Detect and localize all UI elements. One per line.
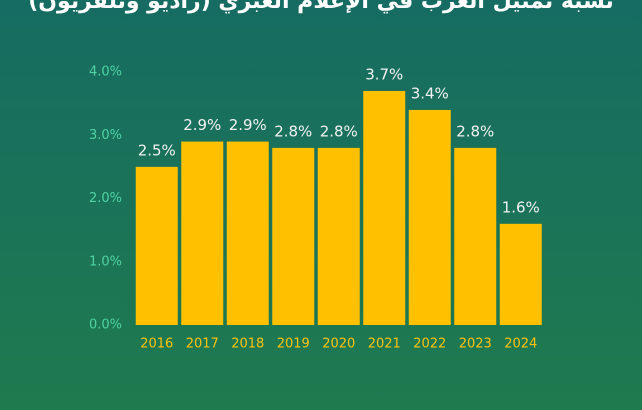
data-label: 2.8% — [456, 122, 494, 140]
bar — [272, 147, 315, 325]
x-tick-label: 2016 — [140, 337, 173, 352]
x-tick-label: 2019 — [277, 337, 310, 352]
x-tick-label: 2017 — [186, 337, 219, 352]
data-label: 2.8% — [274, 122, 312, 140]
bar — [408, 109, 451, 325]
data-label: 1.6% — [502, 198, 540, 216]
bar — [181, 141, 224, 325]
y-tick-label: 3.0% — [89, 128, 122, 143]
y-tick-label: 1.0% — [89, 254, 122, 269]
bar — [317, 147, 360, 325]
y-tick-label: 4.0% — [89, 65, 122, 80]
x-tick-label: 2020 — [322, 337, 355, 352]
bar — [135, 166, 178, 325]
bar — [499, 223, 542, 325]
x-tick-label: 2021 — [368, 337, 401, 352]
x-tick-label: 2018 — [231, 337, 264, 352]
data-label: 2.8% — [320, 122, 358, 140]
bar — [454, 147, 497, 325]
x-tick-label: 2022 — [413, 337, 446, 352]
bar — [363, 90, 406, 325]
y-tick-label: 0.0% — [89, 318, 122, 333]
y-tick-label: 2.0% — [89, 191, 122, 206]
bar — [226, 141, 269, 325]
x-tick-label: 2024 — [504, 337, 537, 352]
data-label: 2.5% — [138, 141, 176, 159]
data-label: 2.9% — [183, 116, 221, 134]
data-label: 3.4% — [411, 84, 449, 102]
x-tick-label: 2023 — [459, 337, 492, 352]
data-label: 3.7% — [365, 65, 403, 83]
chart-title: نسبة تمثيل العرب في الإعلام العبري (رادي… — [28, 0, 614, 14]
data-label: 2.9% — [229, 116, 267, 134]
